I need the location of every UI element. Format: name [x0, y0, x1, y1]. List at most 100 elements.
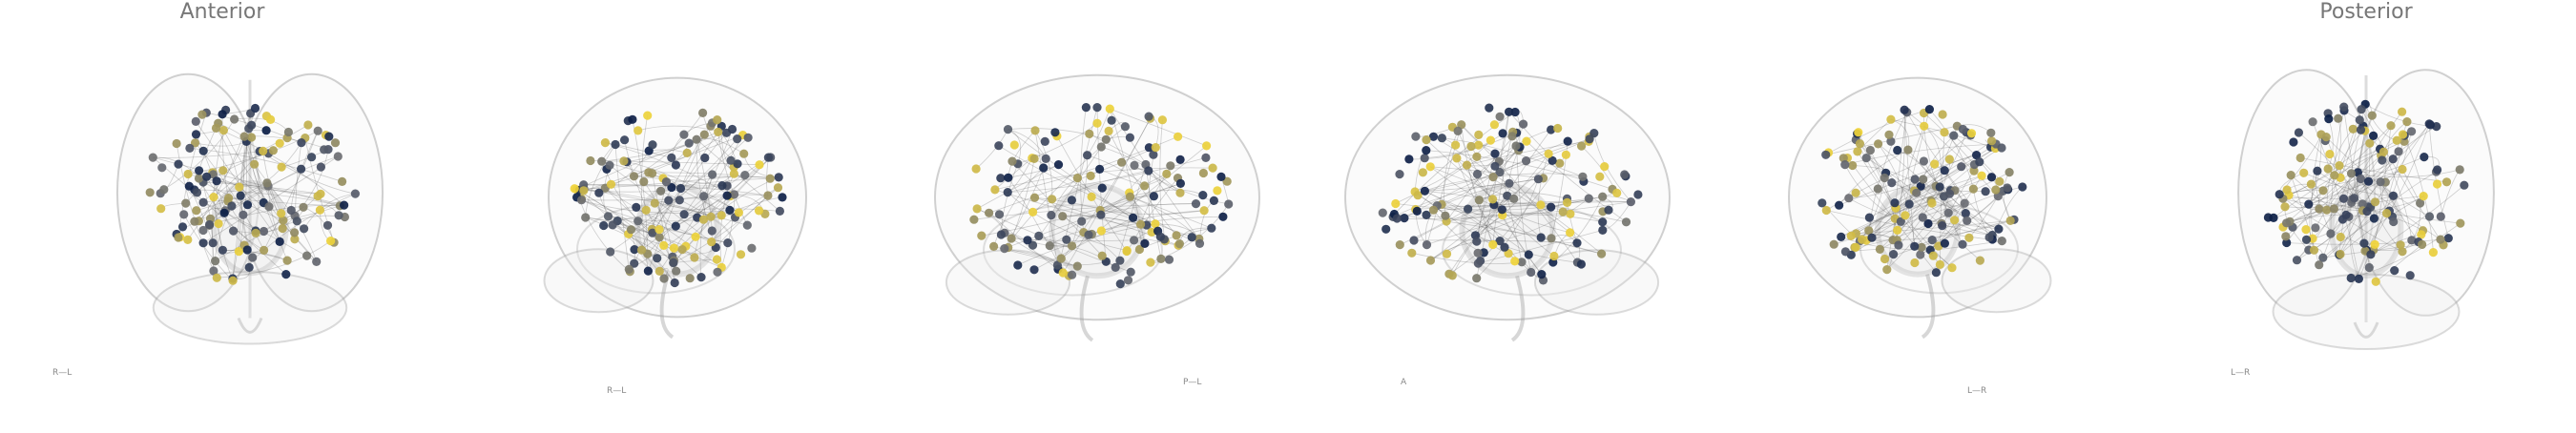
node [235, 182, 244, 192]
node [326, 237, 336, 246]
node [2379, 147, 2388, 156]
node [2275, 190, 2284, 199]
node [1533, 175, 1543, 184]
node [2282, 218, 2292, 228]
node [2369, 131, 2379, 140]
node [653, 254, 662, 263]
node [2376, 177, 2385, 187]
node [1149, 150, 1158, 159]
node [236, 191, 245, 200]
node [994, 141, 1004, 151]
node [600, 138, 611, 148]
node [1497, 205, 1506, 215]
node [608, 220, 617, 230]
node [1422, 146, 1431, 155]
node [707, 237, 717, 247]
node [1986, 173, 1997, 182]
node [1115, 279, 1125, 289]
node [1191, 199, 1201, 209]
node [1391, 198, 1401, 209]
node [183, 169, 193, 179]
node [2326, 229, 2336, 238]
node [1874, 139, 1883, 149]
node [1522, 136, 1531, 146]
node [1474, 140, 1484, 150]
node [224, 194, 234, 203]
node [1844, 194, 1854, 203]
node [1896, 216, 1905, 226]
node [626, 225, 636, 235]
node [281, 270, 291, 279]
node [159, 185, 169, 195]
node [679, 130, 689, 139]
node [713, 115, 722, 125]
node [630, 245, 639, 255]
node [1050, 128, 1060, 137]
node [1040, 136, 1049, 146]
node [259, 146, 268, 155]
node [1068, 270, 1077, 279]
node [1120, 122, 1130, 132]
node [340, 200, 349, 210]
node [2304, 199, 2314, 209]
node [1893, 145, 1902, 155]
node [1987, 136, 1997, 146]
node [1084, 230, 1093, 239]
node [2392, 135, 2401, 145]
node [208, 170, 218, 179]
node [1472, 152, 1482, 161]
node [763, 153, 774, 162]
node [2322, 205, 2332, 215]
node [1107, 115, 1116, 125]
node [1218, 212, 1228, 221]
node [643, 266, 654, 276]
node [2402, 117, 2412, 127]
node [634, 216, 643, 226]
node [654, 266, 664, 276]
node [1048, 195, 1057, 204]
node [2436, 212, 2445, 221]
node [2286, 171, 2296, 180]
node [1853, 147, 1862, 156]
node [2335, 161, 2344, 171]
node [1882, 265, 1892, 275]
node [1944, 189, 1955, 198]
node [1930, 159, 1940, 169]
node [1473, 248, 1483, 258]
posterior-title: Posterior [2319, 0, 2413, 24]
orientation-label-right-lateral: P—L [1183, 378, 1202, 387]
node [664, 196, 674, 205]
node [1378, 208, 1387, 217]
node [1938, 110, 1947, 119]
node [774, 173, 783, 182]
node [698, 108, 708, 117]
node [2346, 169, 2357, 178]
node [292, 216, 301, 226]
node [1029, 193, 1040, 202]
node [1041, 154, 1050, 163]
node [156, 204, 166, 214]
brain-outline [543, 76, 807, 340]
connectivity-edges [973, 107, 1230, 274]
node [648, 140, 657, 150]
node [1837, 232, 1846, 241]
node [1566, 228, 1575, 237]
node [1052, 260, 1062, 270]
node [1425, 162, 1435, 172]
node [1997, 237, 2006, 246]
node [994, 210, 1005, 219]
node [2394, 147, 2403, 156]
node [597, 156, 607, 166]
node [1072, 174, 1082, 183]
node [1083, 151, 1092, 160]
node [1840, 160, 1850, 170]
node [315, 205, 324, 215]
node [211, 257, 220, 266]
node [1451, 140, 1461, 150]
node [1890, 198, 1900, 208]
node [739, 149, 749, 158]
node [1498, 129, 1507, 138]
node [773, 183, 783, 193]
node [1442, 249, 1452, 258]
node [227, 201, 237, 211]
